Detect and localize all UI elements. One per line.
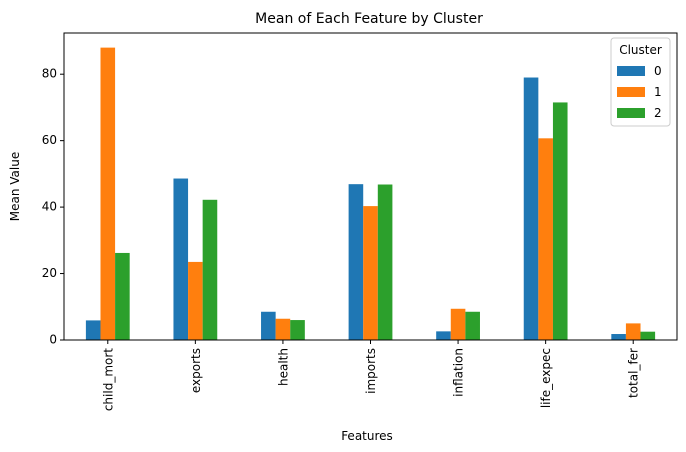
- bar-inflation-cluster-1: [450, 308, 466, 340]
- bar-inflation-cluster-0: [436, 331, 451, 340]
- y-tick-label: 20: [42, 266, 57, 280]
- bar-health-cluster-0: [261, 311, 276, 340]
- bar-exports-cluster-2: [202, 199, 218, 340]
- bars-layer: [85, 47, 656, 341]
- legend-label-cluster-2: 2: [654, 106, 662, 120]
- y-tick-label: 80: [42, 67, 57, 81]
- bar-exports-cluster-1: [188, 261, 203, 340]
- y-tick-label: 0: [49, 333, 57, 347]
- bar-life_expec-cluster-2: [552, 102, 568, 340]
- bar-child_mort-cluster-1: [100, 47, 116, 341]
- legend-label-cluster-0: 0: [654, 64, 662, 78]
- axes-layer: child_mort exports health imports inflation l…: [42, 32, 678, 411]
- bar-exports-cluster-0: [173, 178, 189, 340]
- bar-imports-cluster-0: [348, 184, 364, 340]
- x-axis-label: Features: [341, 429, 393, 443]
- legend-swatch-cluster-2: [617, 108, 645, 118]
- x-tick-label: imports: [364, 348, 378, 394]
- chart-title: Mean of Each Feature by Cluster: [255, 11, 483, 27]
- bar-child_mort-cluster-2: [115, 252, 130, 340]
- bar-total_fer-cluster-0: [611, 334, 626, 340]
- x-tick-label: life_expec: [539, 348, 553, 408]
- x-tick-label: health: [276, 348, 290, 386]
- bar-life_expec-cluster-0: [523, 77, 539, 341]
- bar-total_fer-cluster-2: [640, 331, 656, 340]
- bar-imports-cluster-2: [377, 184, 393, 340]
- bar-health-cluster-2: [290, 320, 305, 340]
- legend-label-cluster-1: 1: [654, 85, 662, 99]
- legend-title: Cluster: [619, 43, 662, 57]
- y-tick-label: 40: [42, 200, 57, 214]
- bar-life_expec-cluster-1: [538, 138, 553, 340]
- x-tick-label: inflation: [452, 348, 466, 397]
- legend-box: [610, 37, 671, 127]
- legend-swatch-cluster-1: [617, 87, 645, 97]
- bar-health-cluster-1: [275, 318, 291, 340]
- plot-frame: [63, 32, 678, 341]
- legend-swatch-cluster-0: [617, 66, 645, 76]
- legend: Cluster 0 1 2: [610, 37, 671, 127]
- x-tick-label: child_mort: [101, 348, 115, 411]
- bar-imports-cluster-1: [363, 206, 378, 340]
- bar-child_mort-cluster-0: [85, 320, 101, 340]
- x-tick-label: exports: [189, 348, 203, 393]
- y-axis-label: Mean Value: [8, 152, 22, 221]
- x-tick-label: total_fer: [627, 348, 641, 398]
- bar-inflation-cluster-2: [465, 311, 480, 340]
- y-tick-label: 60: [42, 133, 57, 147]
- bar-total_fer-cluster-1: [625, 323, 641, 340]
